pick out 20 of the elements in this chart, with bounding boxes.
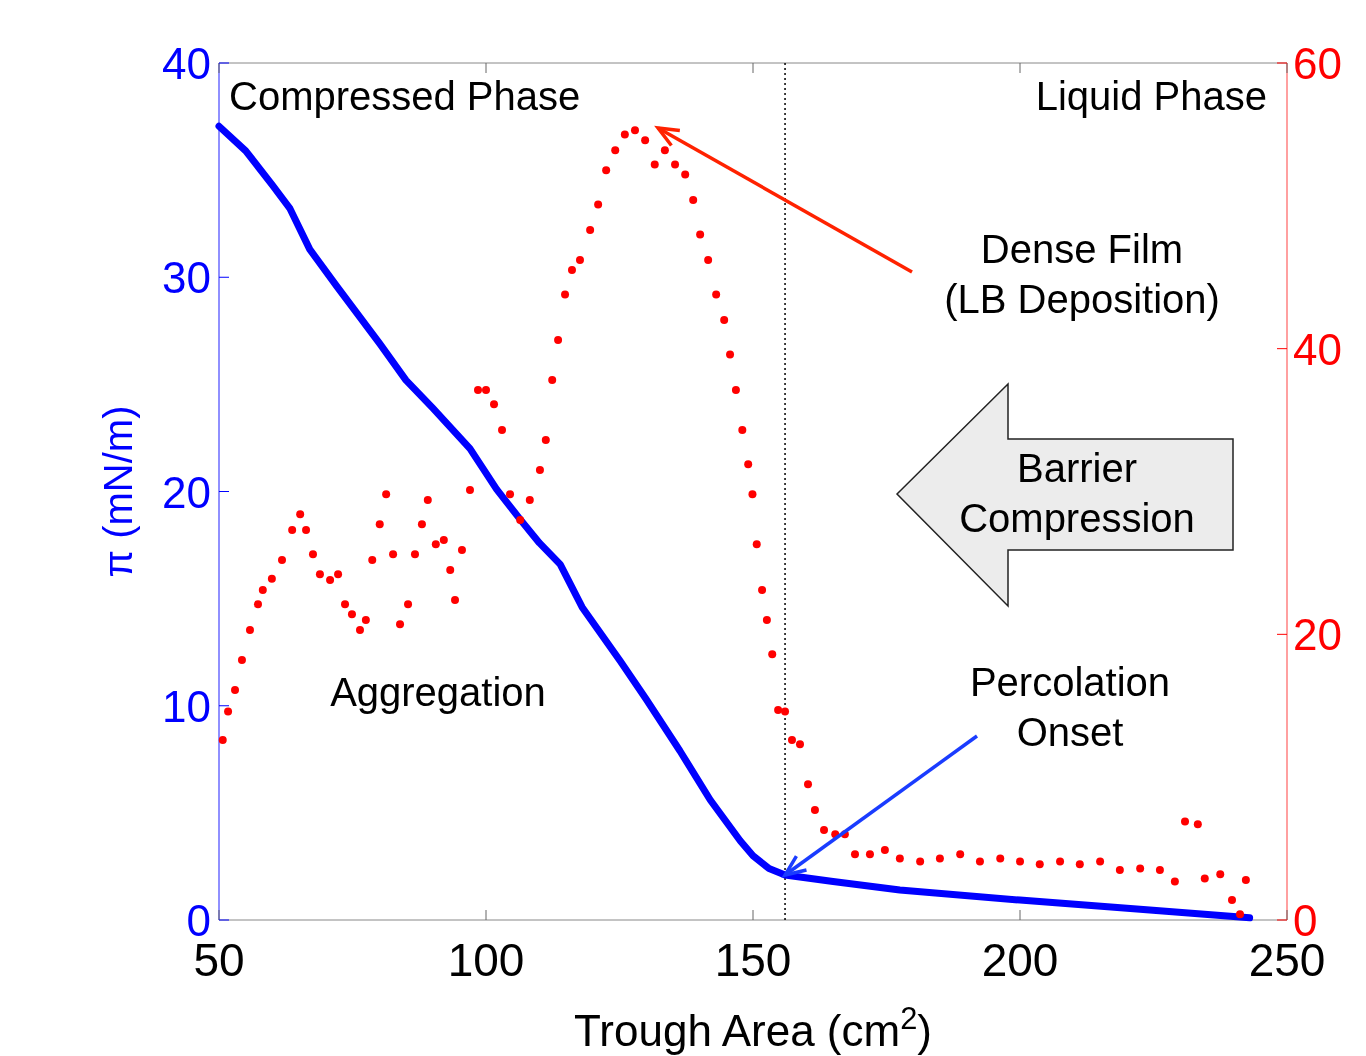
y2-tick-label: 60	[1293, 39, 1342, 88]
x-tick-label: 100	[447, 934, 525, 986]
x-axis-title: Trough Area (cm$^{2}$)	[574, 1000, 932, 1055]
y-tick-label: 10	[162, 681, 211, 731]
annotation: Percolation Onset	[969, 660, 1171, 754]
annotation: Compressed Phase	[229, 74, 581, 118]
y2-tick-label: 20	[1293, 610, 1342, 660]
annotation: Liquid Phase	[1035, 74, 1267, 118]
annotation: Barrier Compression	[959, 446, 1195, 540]
annotation: Aggregation	[330, 670, 546, 714]
y-tick-label: 40	[162, 39, 211, 88]
annotation: Dense Film (LB Deposition)	[944, 227, 1220, 321]
y2-tick-label: 0	[1293, 896, 1318, 945]
y-tick-label: 0	[186, 896, 211, 945]
x-tick-label: 150	[714, 934, 792, 986]
x-tick-label: 200	[981, 934, 1059, 986]
y-tick-label: 20	[162, 467, 211, 517]
y-axis-title: π (mN/m)	[96, 405, 140, 578]
y-tick-label: 30	[162, 253, 211, 303]
y2-tick-label: 40	[1293, 324, 1342, 374]
